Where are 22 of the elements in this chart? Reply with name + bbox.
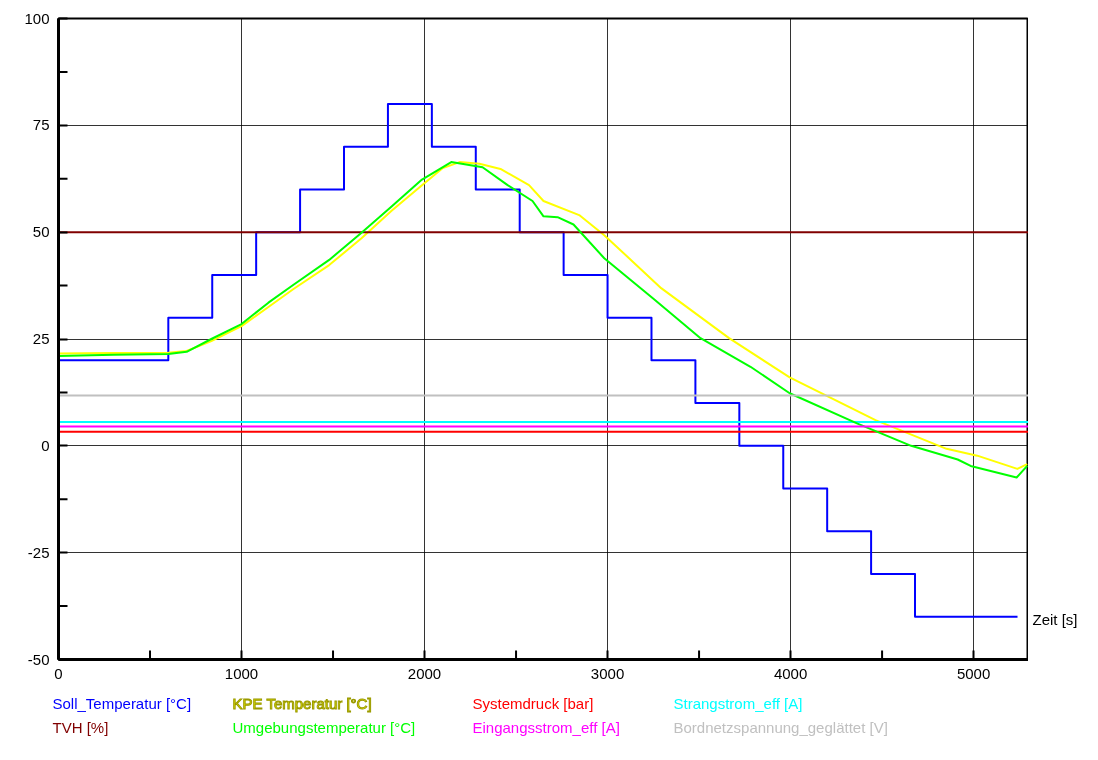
text: Eingangsstrom_eff [A] xyxy=(472,719,620,736)
y-tick-label: -50 xyxy=(27,650,50,668)
text: Bordnetzspannung_geglättet [V] xyxy=(673,719,888,736)
y-tick-label: 25 xyxy=(32,330,50,347)
x-tick-label: 0 xyxy=(54,664,63,682)
text: Soll_Temperatur [°C] xyxy=(52,695,192,712)
text: TVH [%] xyxy=(52,719,109,736)
x-tick-label: 1000 xyxy=(224,664,259,682)
text: Umgebungstemperatur [°C] xyxy=(232,719,416,736)
x-tick-label: 3000 xyxy=(590,664,625,682)
text: Strangstrom_eff [A] xyxy=(673,695,803,712)
x-tick-label: 2000 xyxy=(407,664,442,682)
y-tick-label: 50 xyxy=(32,223,50,241)
x-axis-title: Zeit [s] xyxy=(1032,610,1078,628)
text: Systemdruck [bar] xyxy=(472,695,594,712)
y-tick-label: -25 xyxy=(27,543,50,561)
y-tick-label: 0 xyxy=(41,436,50,454)
x-tick-label: 5000 xyxy=(956,664,991,682)
y-tick-label: 75 xyxy=(32,116,50,134)
x-tick-label: 4000 xyxy=(773,664,808,682)
y-tick-label: 100 xyxy=(24,9,50,27)
text: KPE Temperatur [°C] xyxy=(232,695,372,712)
